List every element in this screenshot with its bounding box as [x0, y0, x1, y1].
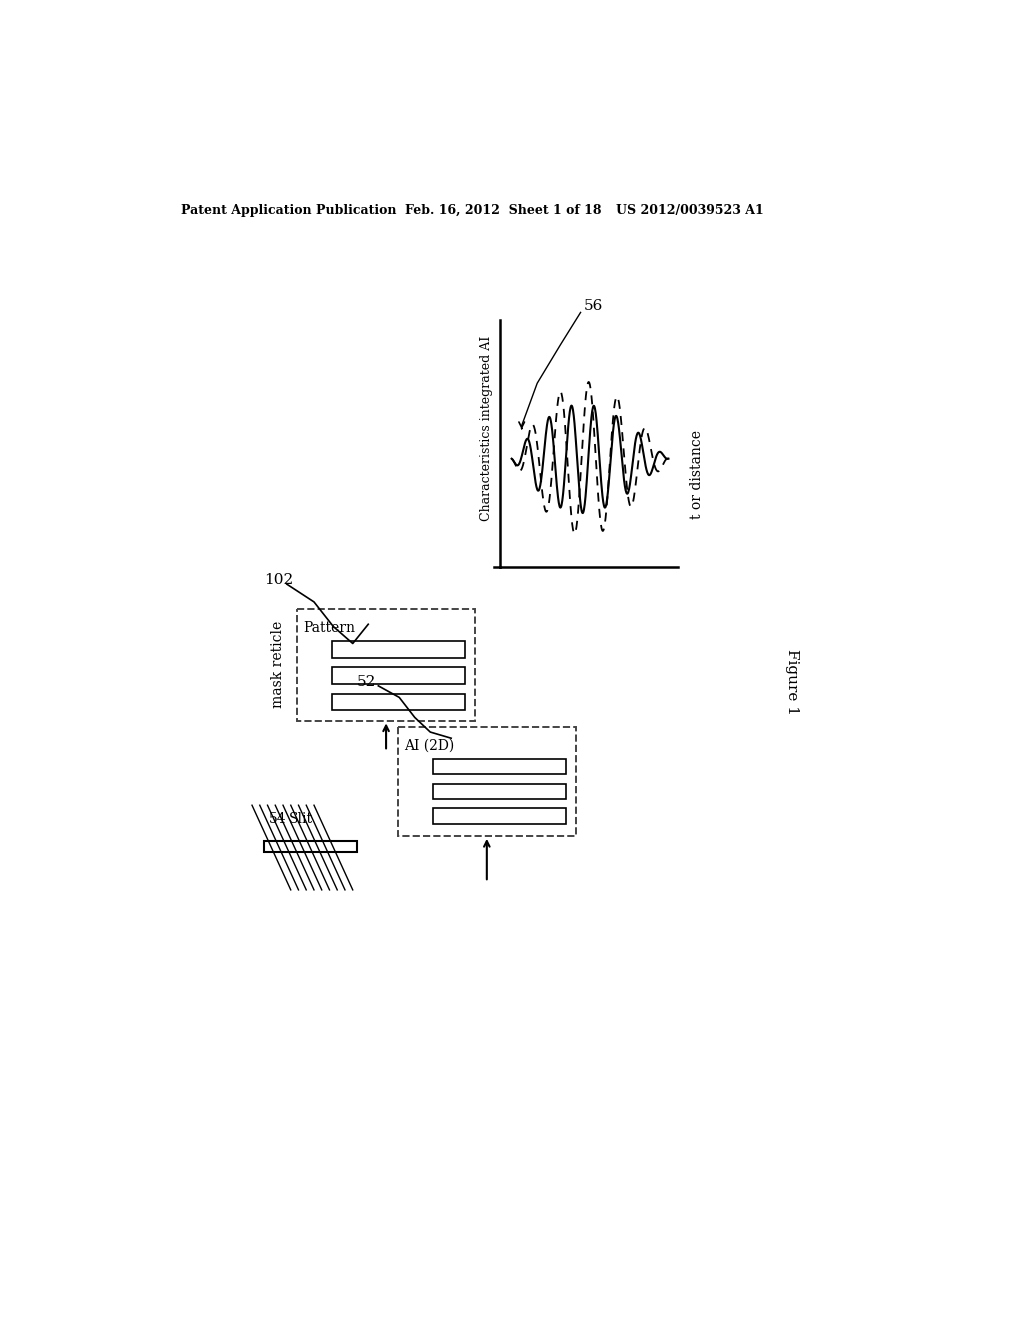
Bar — [263, 841, 356, 853]
Text: 52: 52 — [356, 675, 376, 689]
Bar — [297, 609, 475, 721]
Text: 102: 102 — [263, 573, 293, 587]
Text: AI (2D): AI (2D) — [403, 739, 455, 752]
Text: US 2012/0039523 A1: US 2012/0039523 A1 — [616, 205, 764, 218]
Bar — [432, 759, 566, 775]
Bar — [397, 726, 575, 836]
Text: Pattern: Pattern — [303, 622, 355, 635]
Text: Patent Application Publication: Patent Application Publication — [180, 205, 396, 218]
Text: mask reticle: mask reticle — [271, 620, 286, 709]
Text: t or distance: t or distance — [690, 429, 703, 519]
Text: Feb. 16, 2012  Sheet 1 of 18: Feb. 16, 2012 Sheet 1 of 18 — [406, 205, 602, 218]
Text: Characteristics integrated AI: Characteristics integrated AI — [479, 335, 493, 520]
Text: 56: 56 — [584, 300, 603, 313]
Bar — [432, 784, 566, 799]
Text: Slit: Slit — [289, 812, 313, 826]
Text: Figure 1: Figure 1 — [785, 649, 799, 715]
Bar — [332, 642, 465, 659]
Bar — [332, 668, 465, 684]
Text: 54: 54 — [269, 812, 287, 826]
Bar — [432, 808, 566, 824]
Bar — [332, 693, 465, 710]
